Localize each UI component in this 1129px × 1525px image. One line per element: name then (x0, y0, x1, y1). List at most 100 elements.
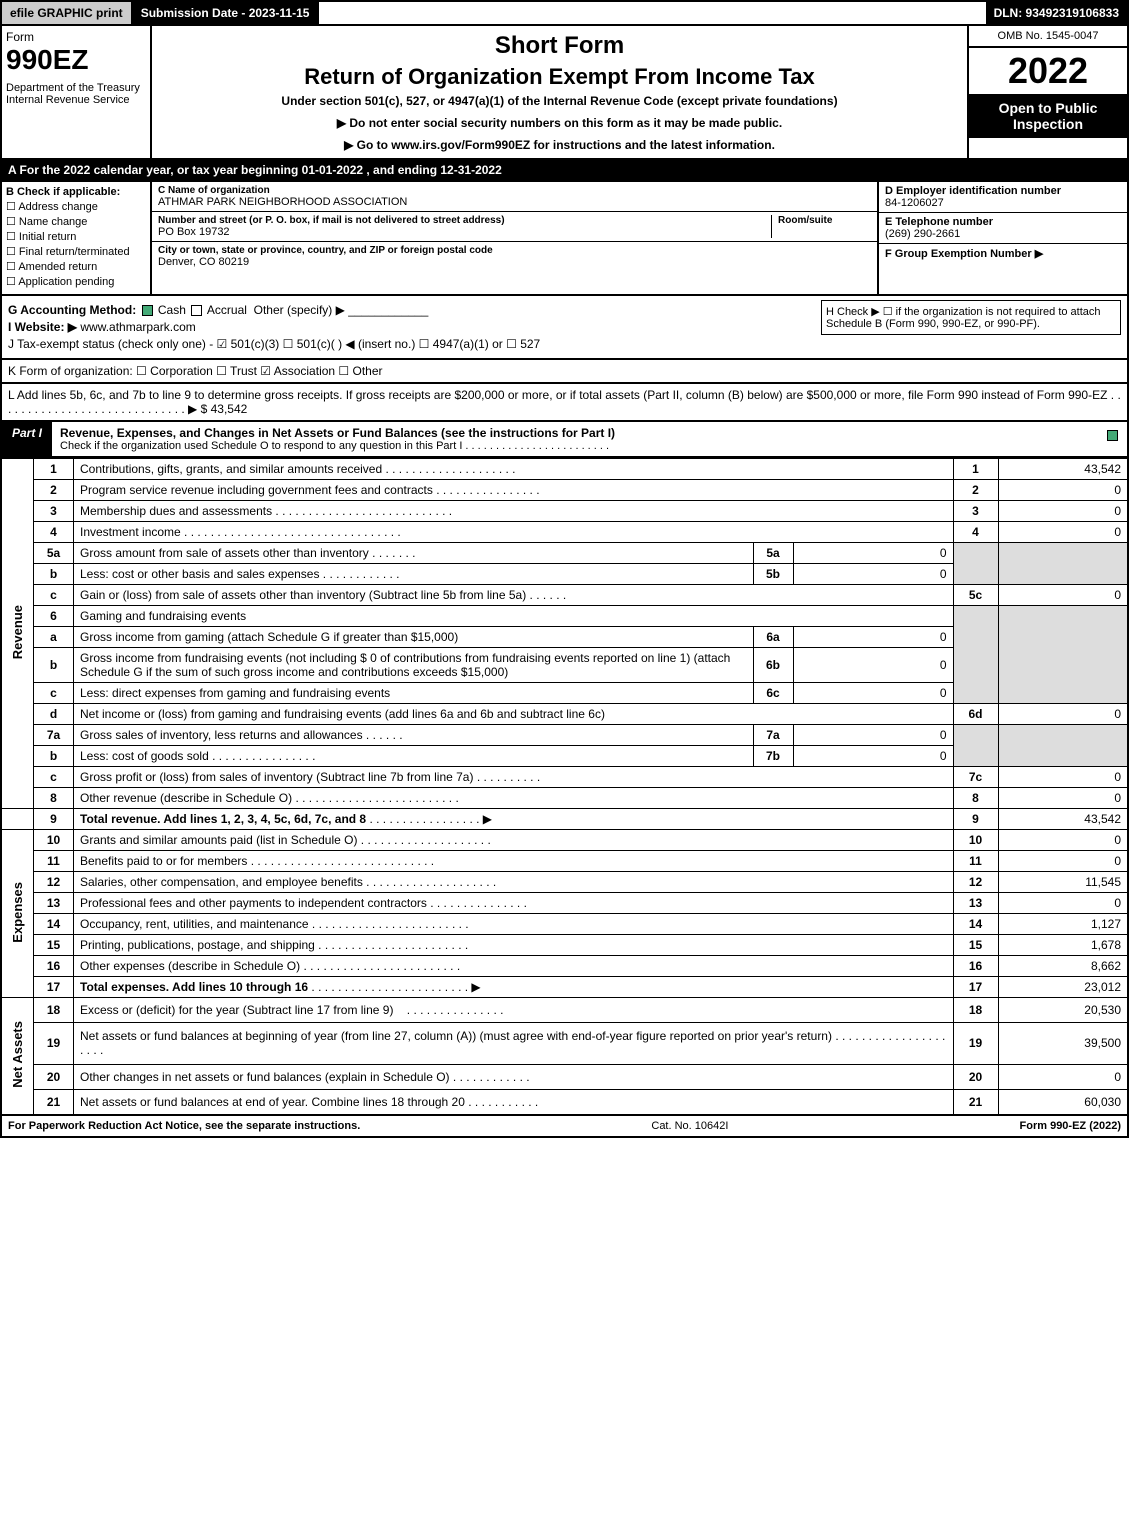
header-middle: Short Form Return of Organization Exempt… (152, 26, 967, 158)
line-10-val: 0 (998, 830, 1128, 851)
line-5b-val: 0 (793, 564, 953, 585)
footer-right: Form 990-EZ (2022) (1020, 1120, 1121, 1132)
line-17-desc: Total expenses. Add lines 10 through 16 … (74, 977, 954, 998)
part1-sub: Check if the organization used Schedule … (60, 440, 1089, 452)
line-7c-val: 0 (998, 767, 1128, 788)
org-city: Denver, CO 80219 (158, 256, 871, 268)
chk-application-pending[interactable]: ☐ Application pending (6, 275, 146, 288)
line-11-val: 0 (998, 851, 1128, 872)
j-line: J Tax-exempt status (check only one) - ☑… (8, 337, 1121, 351)
line-l: L Add lines 5b, 6c, and 7b to line 9 to … (0, 384, 1129, 422)
footer-left: For Paperwork Reduction Act Notice, see … (8, 1120, 360, 1132)
netassets-sidelabel: Net Assets (1, 998, 34, 1115)
part1-title: Revenue, Expenses, and Changes in Net As… (60, 426, 615, 440)
column-def: D Employer identification number 84-1206… (877, 182, 1127, 294)
line-7b-val: 0 (793, 746, 953, 767)
line-5a-val: 0 (793, 543, 953, 564)
header-right: OMB No. 1545-0047 2022 Open to Public In… (967, 26, 1127, 158)
ein-value: 84-1206027 (885, 197, 1121, 209)
header-left: Form 990EZ Department of the Treasury In… (2, 26, 152, 158)
form-header: Form 990EZ Department of the Treasury In… (0, 26, 1129, 160)
line-18-val: 20,530 (998, 998, 1128, 1023)
column-b: B Check if applicable: ☐ Address change … (2, 182, 152, 294)
line-6d-val: 0 (998, 704, 1128, 725)
revenue-sidelabel: Revenue (1, 459, 34, 809)
line-21-val: 60,030 (998, 1089, 1128, 1115)
tax-year: 2022 (969, 48, 1127, 94)
line-6-desc: Gaming and fundraising events (74, 606, 954, 627)
chk-accrual[interactable] (191, 305, 202, 316)
line-16-desc: Other expenses (describe in Schedule O) … (74, 956, 954, 977)
line-9-desc: Total revenue. Add lines 1, 2, 3, 4, 5c,… (74, 809, 954, 830)
expenses-sidelabel: Expenses (1, 830, 34, 998)
form-subtitle: Under section 501(c), 527, or 4947(a)(1)… (172, 94, 947, 108)
chk-address-change[interactable]: ☐ Address change (6, 200, 146, 213)
line-15-desc: Printing, publications, postage, and shi… (74, 935, 954, 956)
line-21-desc: Net assets or fund balances at end of ye… (74, 1089, 954, 1115)
line-7b-desc: Less: cost of goods sold . . . . . . . .… (74, 746, 754, 767)
dln-label: DLN: 93492319106833 (986, 2, 1127, 24)
footer-cat: Cat. No. 10642I (360, 1120, 1019, 1132)
c-city-label: City or town, state or province, country… (158, 245, 871, 256)
i-label: I Website: ▶ (8, 320, 77, 334)
b-header: B Check if applicable: (6, 186, 146, 198)
part1-checkbox[interactable] (1097, 422, 1127, 456)
line-1-desc: Contributions, gifts, grants, and simila… (74, 459, 954, 480)
line-5b-desc: Less: cost or other basis and sales expe… (74, 564, 754, 585)
telephone-value: (269) 290-2661 (885, 228, 1121, 240)
section-bcdef: B Check if applicable: ☐ Address change … (0, 182, 1129, 296)
line-6c-val: 0 (793, 683, 953, 704)
part1-header: Part I Revenue, Expenses, and Changes in… (0, 422, 1129, 458)
line-3-val: 0 (998, 501, 1128, 522)
line-7a-desc: Gross sales of inventory, less returns a… (74, 725, 754, 746)
line-17-val: 23,012 (998, 977, 1128, 998)
line-20-desc: Other changes in net assets or fund bala… (74, 1064, 954, 1089)
chk-initial-return[interactable]: ☐ Initial return (6, 230, 146, 243)
form-number: 990EZ (6, 44, 146, 76)
efile-print-button[interactable]: efile GRAPHIC print (2, 2, 133, 24)
line-20-val: 0 (998, 1064, 1128, 1089)
line-9-val: 43,542 (998, 809, 1128, 830)
line-14-desc: Occupancy, rent, utilities, and maintena… (74, 914, 954, 935)
line-3-desc: Membership dues and assessments . . . . … (74, 501, 954, 522)
org-name: ATHMAR PARK NEIGHBORHOOD ASSOCIATION (158, 196, 871, 208)
chk-final-return[interactable]: ☐ Final return/terminated (6, 245, 146, 258)
line-5c-val: 0 (998, 585, 1128, 606)
k-line: K Form of organization: ☐ Corporation ☐ … (0, 360, 1129, 384)
line-11-desc: Benefits paid to or for members . . . . … (74, 851, 954, 872)
d-label: D Employer identification number (885, 185, 1121, 197)
line-19-val: 39,500 (998, 1022, 1128, 1064)
chk-amended-return[interactable]: ☐ Amended return (6, 260, 146, 273)
page-footer: For Paperwork Reduction Act Notice, see … (0, 1116, 1129, 1138)
website-link[interactable]: www.athmarpark.com (80, 320, 195, 334)
line-14-val: 1,127 (998, 914, 1128, 935)
line-5c-desc: Gain or (loss) from sale of assets other… (74, 585, 954, 606)
line-13-desc: Professional fees and other payments to … (74, 893, 954, 914)
c-name-label: C Name of organization (158, 185, 871, 196)
line-6a-desc: Gross income from gaming (attach Schedul… (74, 627, 754, 648)
form-title: Return of Organization Exempt From Incom… (172, 64, 947, 90)
line-13-val: 0 (998, 893, 1128, 914)
line-4-desc: Investment income . . . . . . . . . . . … (74, 522, 954, 543)
line-6a-val: 0 (793, 627, 953, 648)
line-5a-desc: Gross amount from sale of assets other t… (74, 543, 754, 564)
topbar-spacer (319, 2, 985, 24)
line-8-desc: Other revenue (describe in Schedule O) .… (74, 788, 954, 809)
goto-link[interactable]: ▶ Go to www.irs.gov/Form990EZ for instru… (172, 138, 947, 152)
form-word: Form (6, 30, 146, 44)
line-2-desc: Program service revenue including govern… (74, 480, 954, 501)
c-street-label: Number and street (or P. O. box, if mail… (158, 215, 771, 226)
line-2-val: 0 (998, 480, 1128, 501)
chk-name-change[interactable]: ☐ Name change (6, 215, 146, 228)
line-8-val: 0 (998, 788, 1128, 809)
short-form-label: Short Form (172, 32, 947, 60)
chk-cash[interactable] (142, 305, 153, 316)
c-room-label: Room/suite (778, 215, 871, 226)
part1-tab: Part I (2, 422, 52, 456)
line-6b-desc: Gross income from fundraising events (no… (74, 648, 754, 683)
line-7c-desc: Gross profit or (loss) from sales of inv… (74, 767, 954, 788)
line-6d-desc: Net income or (loss) from gaming and fun… (74, 704, 954, 725)
line-15-val: 1,678 (998, 935, 1128, 956)
line-1-num: 1 (34, 459, 74, 480)
line-12-desc: Salaries, other compensation, and employ… (74, 872, 954, 893)
